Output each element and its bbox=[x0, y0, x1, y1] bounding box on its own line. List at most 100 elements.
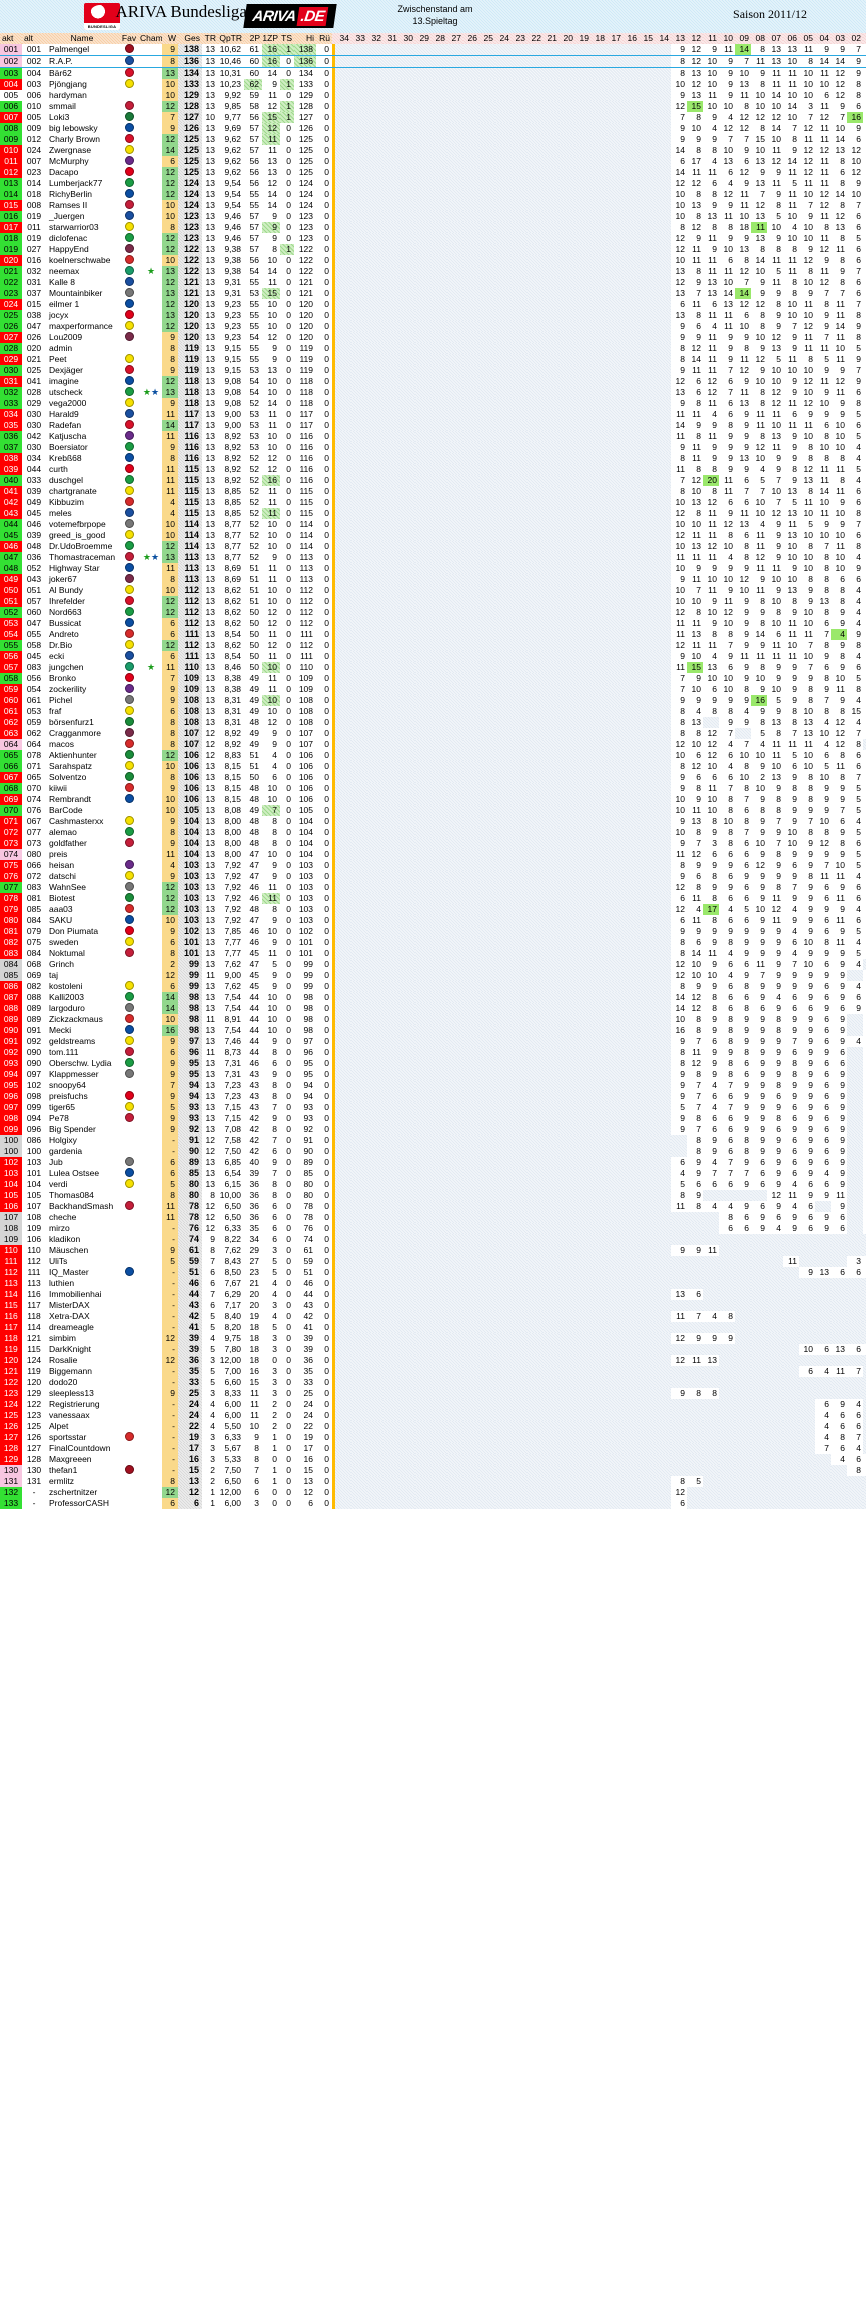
player-name[interactable]: Rembrandt bbox=[49, 794, 92, 804]
player-name[interactable]: sweden bbox=[49, 937, 79, 947]
player-name[interactable]: Bronko bbox=[49, 673, 76, 683]
col-matchday-01[interactable]: 01 bbox=[863, 33, 866, 44]
col-matchday-04[interactable]: 04 bbox=[815, 33, 831, 44]
table-row[interactable]: 083 084 Noktumal 8 101 13 7,77 45 11 0 101 0 8 14 11 4 9… bbox=[0, 948, 866, 959]
table-row[interactable]: 033 029 vega2000 9 118 13 9,08 52 14 0 118 0 9 8 11 6 13… bbox=[0, 398, 866, 409]
table-row[interactable]: 069 074 Rembrandt 10 106 13 8,15 48 10 0 106 0 10 9 10… bbox=[0, 794, 866, 805]
table-row[interactable]: 059 054 zockerility 9 109 13 8,38 49 11 0 109 0 7 10 6… bbox=[0, 684, 866, 695]
table-row[interactable]: 077 083 WahnSee 12 103 13 7,92 46 11 0 103 0 12 8 9 9 6 9… bbox=[0, 882, 866, 893]
table-row[interactable]: 047 036 Thomastraceman ★★ 13 113 13 8,77 52 9 0 113… bbox=[0, 552, 866, 563]
col-matchday-16[interactable]: 16 bbox=[623, 33, 639, 44]
col-2p[interactable]: 2P bbox=[244, 33, 262, 44]
player-name[interactable]: jocyx bbox=[49, 310, 69, 320]
player-name[interactable]: maxperformance bbox=[49, 321, 113, 331]
col-matchday-13[interactable]: 13 bbox=[671, 33, 687, 44]
table-row[interactable]: 023 037 Mountainbiker 13 121 13 9,31 53 15 0 121 0 1… bbox=[0, 288, 866, 299]
col-matchday-21[interactable]: 21 bbox=[543, 33, 559, 44]
col-alt[interactable]: alt bbox=[22, 33, 46, 44]
col-qptr[interactable]: QpTR bbox=[218, 33, 244, 44]
table-row[interactable]: 037 030 Boersiator 9 116 13 8,92 53 10 0 116 0 9 11 9 9… bbox=[0, 442, 866, 453]
player-name[interactable]: jungchen bbox=[49, 662, 84, 672]
table-row[interactable]: 088 089 largoduro 14 98 13 7,54 44 10 0 98 0 14 12 8 6 8… bbox=[0, 1003, 866, 1014]
col-matchday-23[interactable]: 23 bbox=[511, 33, 527, 44]
col-matchday-20[interactable]: 20 bbox=[559, 33, 575, 44]
player-name[interactable]: starwarrior03 bbox=[49, 222, 99, 232]
player-name[interactable]: largoduro bbox=[49, 1003, 85, 1013]
col-matchday-34[interactable]: 34 bbox=[335, 33, 351, 44]
player-name[interactable]: fraf bbox=[49, 706, 62, 716]
table-row[interactable]: 080 084 SAKU 10 103 13 7,92 47 9 0 103 0 6 11 8 6 6 9 11 9 9… bbox=[0, 915, 866, 926]
player-name[interactable]: BarCode bbox=[49, 805, 83, 815]
col-ges[interactable]: Ges bbox=[178, 33, 202, 44]
table-row[interactable]: 025 038 jocyx 13 120 13 9,23 55 10 0 120 0 13 8 11 11 6 8… bbox=[0, 310, 866, 321]
col-matchday-07[interactable]: 07 bbox=[767, 33, 783, 44]
player-name[interactable]: Al Bundy bbox=[49, 585, 84, 595]
col-matchday-12[interactable]: 12 bbox=[687, 33, 703, 44]
col-tr[interactable]: TR bbox=[202, 33, 218, 44]
table-row[interactable]: 029 021 Peet 8 119 13 9,15 55 9 0 119 0 8 14 11 9 11 12 5 1… bbox=[0, 354, 866, 365]
table-row[interactable]: 052 060 Nord663 12 112 13 8,62 50 12 0 112 0 12 8 10 12… bbox=[0, 607, 866, 618]
table-row[interactable]: 049 043 joker67 8 113 13 8,69 51 11 0 113 0 9 11 10 10 1… bbox=[0, 574, 866, 585]
col-hi[interactable]: Hi bbox=[294, 33, 316, 44]
player-name[interactable]: Kibbuzim bbox=[49, 497, 84, 507]
col-matchday-29[interactable]: 29 bbox=[415, 33, 431, 44]
player-name[interactable]: Lou2009 bbox=[49, 332, 83, 342]
table-row[interactable]: 065 078 Aktienhunter 12 106 12 8,83 51 4 0 106 0 10 6… bbox=[0, 750, 866, 761]
col-fav[interactable]: Fav bbox=[118, 33, 140, 44]
player-name[interactable]: Palmengel bbox=[49, 44, 90, 54]
table-row[interactable]: 030 025 Dexjäger 9 119 13 9,15 53 13 0 119 0 9 11 11 7 1… bbox=[0, 365, 866, 376]
col-matchday-14[interactable]: 14 bbox=[655, 33, 671, 44]
table-row[interactable]: 073 073 goldfather 9 104 13 8,00 48 8 0 104 0 9 7 3 8 6 1… bbox=[0, 838, 866, 849]
table-row[interactable]: 010 024 Zwergnase 14 125 13 9,62 57 11 0 125 0 14 8 8 1… bbox=[0, 145, 866, 156]
col-matchday-19[interactable]: 19 bbox=[575, 33, 591, 44]
col-1zp[interactable]: 1ZP bbox=[262, 33, 280, 44]
player-name[interactable]: Zickzackmaus bbox=[49, 1014, 103, 1024]
col-akt[interactable]: akt bbox=[0, 33, 22, 44]
player-name[interactable]: Dexjäger bbox=[49, 365, 84, 375]
table-row[interactable]: 056 045 ecki 6 111 13 8,54 50 11 0 111 0 9 10 4 9 11 11 11… bbox=[0, 651, 866, 662]
table-row[interactable]: 099 096 Big Spender 9 92 13 7,08 42 8 0 92 0 9 7 6 6 9 9 6… bbox=[0, 1124, 866, 1135]
table-row[interactable]: 040 033 duschgel 11 115 13 8,92 52 16 0 116 0 7 12 20 1… bbox=[0, 475, 866, 486]
player-name[interactable]: diclofenac bbox=[49, 233, 88, 243]
table-row[interactable]: 001 001 Palmengel 9 138 13 10,62 61 16 1 138 0 9 12 9 1… bbox=[0, 44, 866, 56]
table-row[interactable]: 021 032 neemax ★ 13 122 13 9,38 54 14 0 122 0 13 8 11 11… bbox=[0, 266, 866, 277]
player-name[interactable]: Highway Star bbox=[49, 563, 100, 573]
col-matchday-32[interactable]: 32 bbox=[367, 33, 383, 44]
player-name[interactable]: curth bbox=[49, 464, 68, 474]
player-name[interactable]: Dr.Bio bbox=[49, 640, 73, 650]
table-row[interactable]: 004 003 Pjöngjang 10 133 13 10,23 62 9 1 133 0 10 12 1… bbox=[0, 79, 866, 90]
table-row[interactable]: 048 052 Highway Star 11 113 13 8,69 51 11 0 113 0 10… bbox=[0, 563, 866, 574]
table-row[interactable]: 036 042 Katjuscha 11 116 13 8,92 53 10 0 116 0 11 8 11… bbox=[0, 431, 866, 442]
table-row[interactable]: 064 064 macos 8 107 12 8,92 49 9 0 107 0 12 10 12 4 7 4 11… bbox=[0, 739, 866, 750]
player-name[interactable]: RichyBerlin bbox=[49, 189, 92, 199]
col-matchday-09[interactable]: 09 bbox=[735, 33, 751, 44]
col-matchday-33[interactable]: 33 bbox=[351, 33, 367, 44]
player-name[interactable]: alemao bbox=[49, 827, 77, 837]
player-name[interactable]: Peet bbox=[49, 354, 67, 364]
col-ts[interactable]: TS bbox=[280, 33, 294, 44]
col-matchday-30[interactable]: 30 bbox=[399, 33, 415, 44]
table-row[interactable]: 018 019 diclofenac 12 123 13 9,46 57 9 0 123 0 12 9 11… bbox=[0, 233, 866, 244]
table-row[interactable]: 082 075 sweden 6 101 13 7,77 46 9 0 101 0 8 6 9 8 9 9 9 6 10… bbox=[0, 937, 866, 948]
table-row[interactable]: 014 018 RichyBerlin 12 124 13 9,54 55 14 0 124 0 10 8… bbox=[0, 189, 866, 200]
player-name[interactable]: duschgel bbox=[49, 475, 84, 485]
player-name[interactable]: macos bbox=[49, 739, 75, 749]
col-matchday-02[interactable]: 02 bbox=[847, 33, 863, 44]
table-row[interactable]: 022 031 Kalle 8 12 121 13 9,31 55 11 0 121 0 12 9 13 10… bbox=[0, 277, 866, 288]
col-w[interactable]: W bbox=[162, 33, 178, 44]
table-row[interactable]: 005 006 hardyman 10 129 13 9,92 59 11 0 129 0 9 13 11 9… bbox=[0, 90, 866, 101]
table-row[interactable]: 035 030 Radefan 14 117 13 9,00 53 11 0 117 0 14 9 9 8 9 1… bbox=[0, 420, 866, 431]
col-matchday-22[interactable]: 22 bbox=[527, 33, 543, 44]
col-matchday-25[interactable]: 25 bbox=[479, 33, 495, 44]
player-name[interactable]: hardyman bbox=[49, 90, 87, 100]
table-row[interactable]: 060 061 Pichel 9 108 13 8,31 49 10 0 108 0 9 9 9 9 9 16 5 9… bbox=[0, 695, 866, 706]
player-name[interactable]: smmail bbox=[49, 101, 76, 111]
table-row[interactable]: 024 015 eilmer 1 12 120 13 9,23 55 10 0 120 0 6 11 6 13… bbox=[0, 299, 866, 310]
table-row[interactable]: 076 072 datschi 9 103 13 7,92 47 9 0 103 0 9 6 8 6 9 9 9 9 8… bbox=[0, 871, 866, 882]
player-name[interactable]: vega2000 bbox=[49, 398, 87, 408]
player-name[interactable]: Krebß68 bbox=[49, 453, 82, 463]
table-row[interactable]: 074 080 preis 11 104 13 8,00 47 10 0 104 0 11 12 6 6 6 9 8… bbox=[0, 849, 866, 860]
player-name[interactable]: HappyEnd bbox=[49, 244, 89, 254]
table-row[interactable]: 009 012 Charly Brown 12 125 13 9,62 57 11 0 125 0 9 9… bbox=[0, 134, 866, 145]
table-row[interactable]: 006 010 smmail 12 128 13 9,85 58 12 1 128 0 12 15 10 10… bbox=[0, 101, 866, 112]
